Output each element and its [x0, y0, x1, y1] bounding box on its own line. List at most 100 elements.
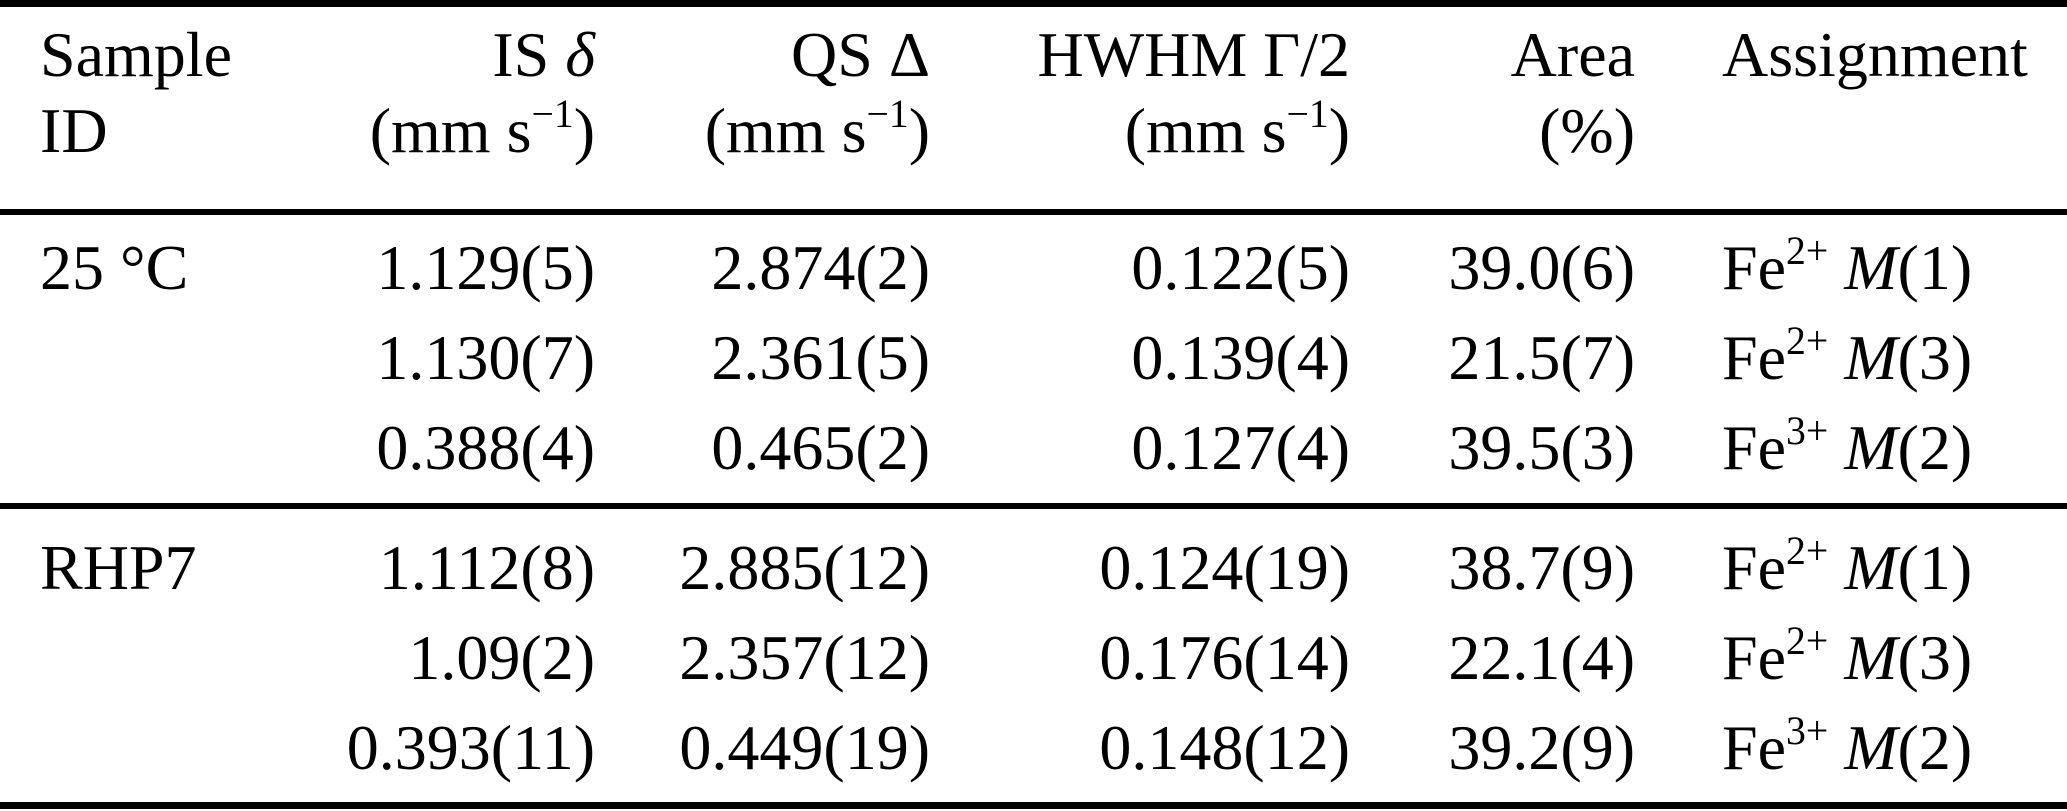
cell-area-value: 39.2(9) — [1350, 703, 1635, 809]
unit-superscript: −1 — [1286, 92, 1329, 137]
cell-assignment: Fe2+ M(3) — [1635, 613, 2067, 703]
header-sample-line1: Sample — [40, 19, 232, 90]
cell-sample-id — [0, 703, 300, 809]
cell-is-value: 1.112(8) — [300, 503, 595, 613]
unit-close: ) — [573, 95, 595, 166]
header-hwhm: HWHM Γ/2 (mm s−1) — [930, 0, 1350, 215]
cell-area-value: 39.5(3) — [1448, 412, 1635, 483]
site-number: (2) — [1897, 712, 1973, 783]
iron-species: Fe — [1722, 622, 1786, 693]
cell-assignment: Fe3+ M(2) — [1635, 403, 2067, 506]
cell-hwhm-value: 0.148(12) — [930, 703, 1350, 809]
header-is-title: IS δ — [300, 17, 595, 93]
cell-qs-value: 2.885(12) — [595, 503, 930, 613]
cell-qs-value: 2.361(5) — [711, 322, 930, 393]
header-sample-line2: ID — [40, 95, 108, 166]
table-header: Sample ID IS δ (mm s−1) QS Δ (mm s−1) HW… — [0, 0, 2067, 215]
charge-superscript: 2+ — [1786, 619, 1829, 664]
header-row: Sample ID IS δ (mm s−1) QS Δ (mm s−1) HW… — [0, 0, 2067, 215]
unit-close: ) — [1328, 95, 1350, 166]
cell-assignment: Fe3+ M(2) — [1635, 703, 2067, 809]
unit-superscript: −1 — [866, 92, 909, 137]
cell-sample-id — [0, 613, 300, 703]
iron-species: Fe — [1722, 712, 1786, 783]
sample-group-25c: 25 °C 1.129(5) 2.874(2) 0.122(5) 39.0(6)… — [0, 212, 2067, 506]
gamma-symbol: Γ/2 — [1263, 19, 1350, 90]
header-area-unit: (%) — [1539, 95, 1635, 166]
site-number: (2) — [1897, 412, 1973, 483]
header-hwhm-title: HWHM Γ/2 — [930, 17, 1350, 93]
header-qs-title: QS Δ — [595, 17, 930, 93]
unit-open: (mm s — [704, 95, 867, 166]
table-row: 1.130(7) 2.361(5) 0.139(4) 21.5(7) Fe2+ … — [0, 313, 2067, 403]
cell-qs-value: 2.874(2) — [711, 232, 930, 303]
header-sample-id: Sample ID — [0, 0, 300, 215]
sample-group-rhp7: RHP7 1.112(8) 2.885(12) 0.124(19) 38.7(9… — [0, 503, 2067, 809]
cell-qs-value: 2.357(12) — [679, 622, 930, 693]
iron-species: Fe — [1722, 412, 1786, 483]
header-assignment-title: Assignment — [1722, 19, 2028, 90]
site-number: (3) — [1897, 322, 1973, 393]
cell-sample-id: 25 °C — [40, 232, 189, 303]
cell-hwhm-value: 0.124(19) — [930, 503, 1350, 613]
site-number: (3) — [1897, 622, 1973, 693]
header-area: Area (%) — [1350, 0, 1635, 215]
charge-superscript: 3+ — [1786, 709, 1829, 754]
charge-superscript: 2+ — [1786, 529, 1829, 574]
qs-label: QS — [791, 19, 873, 90]
cell-sample-id: RHP7 — [0, 503, 300, 613]
cell-qs-value: 0.465(2) — [711, 412, 930, 483]
charge-superscript: 3+ — [1786, 409, 1829, 454]
cell-hwhm-value: 0.122(5) — [1131, 232, 1350, 303]
cell-assignment: Fe2+ M(1) — [1635, 212, 2067, 313]
cell-area-value: 22.1(4) — [1448, 622, 1635, 693]
cell-hwhm-value: 0.127(4) — [1131, 412, 1350, 483]
site-label: M — [1844, 322, 1898, 393]
unit-close: ) — [908, 95, 930, 166]
cell-area-value: 38.7(9) — [1350, 503, 1635, 613]
cell-is-value: 1.130(7) — [376, 322, 595, 393]
charge-superscript: 2+ — [1786, 229, 1829, 274]
site-label: M — [1844, 622, 1898, 693]
header-qs: QS Δ (mm s−1) — [595, 0, 930, 215]
cell-assignment: Fe2+ M(3) — [1635, 313, 2067, 403]
cell-hwhm-value: 0.139(4) — [1131, 322, 1350, 393]
site-label: M — [1844, 712, 1898, 783]
table-row: 0.388(4) 0.465(2) 0.127(4) 39.5(3) Fe3+ … — [0, 403, 2067, 506]
delta-symbol: δ — [565, 19, 595, 90]
cell-is-value: 1.129(5) — [376, 232, 595, 303]
cell-is-value: 0.393(11) — [300, 703, 595, 809]
site-label: M — [1844, 232, 1898, 303]
iron-species: Fe — [1722, 232, 1786, 303]
cell-hwhm-value: 0.176(14) — [1099, 622, 1350, 693]
header-assignment: Assignment — [1635, 0, 2067, 215]
is-label: IS — [492, 19, 550, 90]
capital-delta-symbol: Δ — [888, 19, 930, 90]
unit-open: (mm s — [369, 95, 532, 166]
table-row: RHP7 1.112(8) 2.885(12) 0.124(19) 38.7(9… — [0, 503, 2067, 613]
cell-sample-id — [0, 313, 300, 403]
header-is-unit: (mm s−1) — [300, 93, 595, 169]
cell-is-value: 0.388(4) — [376, 412, 595, 483]
table-row: 0.393(11) 0.449(19) 0.148(12) 39.2(9) Fe… — [0, 703, 2067, 809]
table-row: 25 °C 1.129(5) 2.874(2) 0.122(5) 39.0(6)… — [0, 212, 2067, 313]
cell-sample-id — [0, 403, 300, 506]
site-number: (1) — [1897, 532, 1973, 603]
cell-area-value: 21.5(7) — [1448, 322, 1635, 393]
cell-assignment: Fe2+ M(1) — [1635, 503, 2067, 613]
header-hwhm-unit: (mm s−1) — [930, 93, 1350, 169]
header-area-title: Area — [1510, 19, 1635, 90]
site-label: M — [1844, 532, 1898, 603]
unit-open: (mm s — [1124, 95, 1287, 166]
iron-species: Fe — [1722, 322, 1786, 393]
cell-area-value: 39.0(6) — [1448, 232, 1635, 303]
charge-superscript: 2+ — [1786, 319, 1829, 364]
site-number: (1) — [1897, 232, 1973, 303]
iron-species: Fe — [1722, 532, 1786, 603]
cell-is-value: 1.09(2) — [408, 622, 595, 693]
header-qs-unit: (mm s−1) — [595, 93, 930, 169]
site-label: M — [1844, 412, 1898, 483]
hwhm-label: HWHM — [1037, 19, 1248, 90]
